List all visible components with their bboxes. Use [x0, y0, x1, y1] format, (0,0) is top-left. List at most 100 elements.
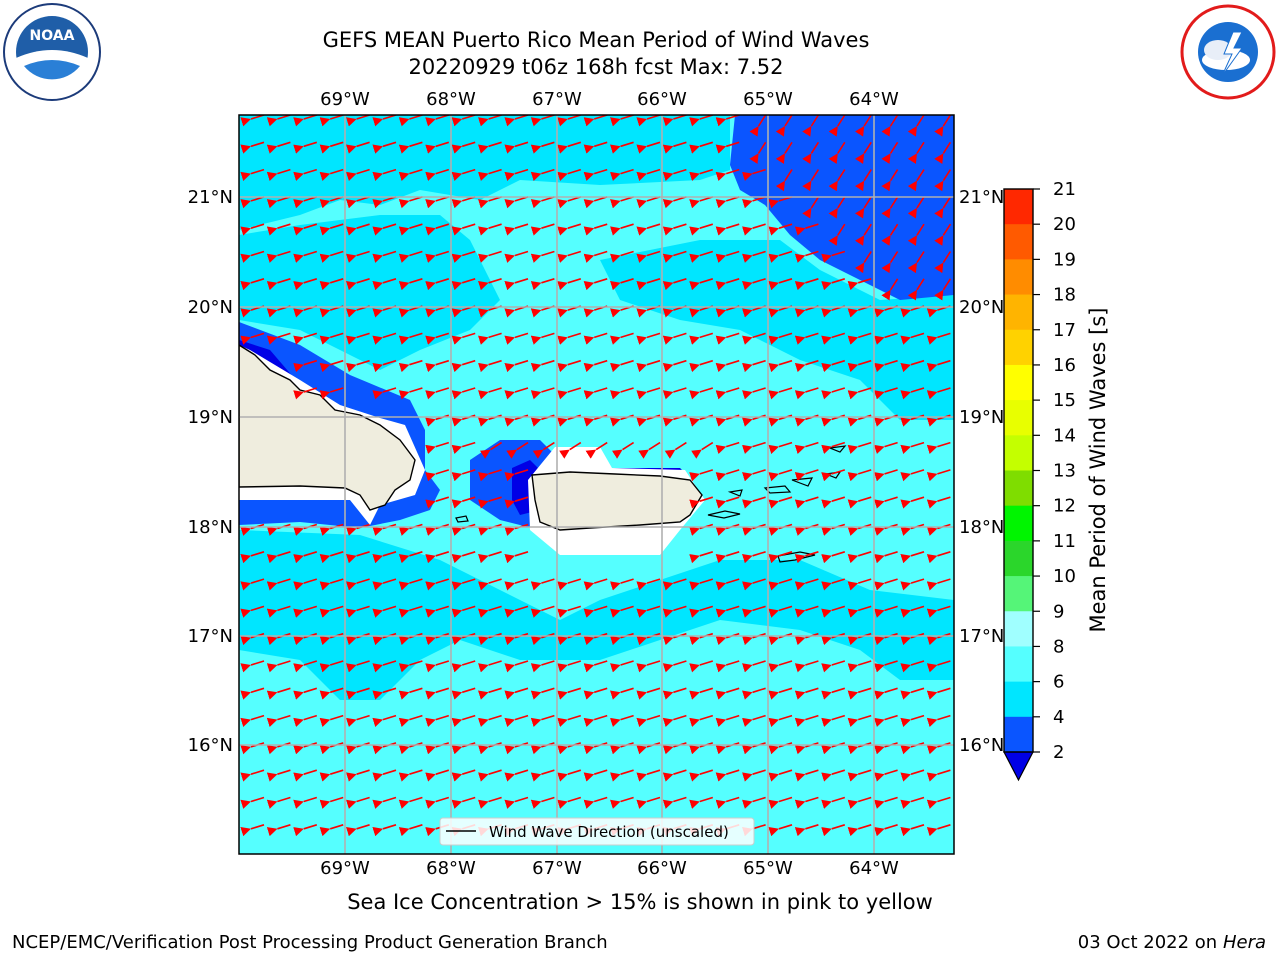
wind-vector-arrow — [900, 496, 925, 509]
wind-vector-arrow — [934, 141, 952, 164]
wind-vector-arrow — [293, 551, 318, 564]
wind-vector-arrow — [847, 824, 872, 837]
wind-vector-arrow — [451, 687, 476, 700]
wind-vector-arrow — [715, 714, 740, 728]
wind-vector-arrow — [478, 687, 502, 700]
colorbar-tick-label: 8 — [1053, 636, 1064, 657]
wind-vector-arrow — [451, 660, 476, 673]
wind-vector-arrow — [636, 223, 661, 236]
wind-vector-arrow — [664, 441, 687, 459]
wind-vector-arrow — [715, 578, 740, 591]
wind-vector-arrow — [742, 250, 766, 263]
wind-vector-arrow — [240, 687, 265, 700]
wind-vector-arrow — [478, 496, 502, 509]
wind-vector-arrow — [240, 824, 265, 837]
footer-credit: NCEP/EMC/Verification Post Processing Pr… — [12, 932, 608, 953]
wind-vector-arrow — [636, 168, 661, 182]
wind-vector-arrow — [775, 141, 793, 164]
wind-vector-arrow — [557, 168, 582, 182]
wind-vector-arrow — [425, 660, 450, 673]
wind-vector-arrow — [715, 223, 740, 236]
latitude-labels-left: 21°N 20°N 19°N 18°N 17°N 16°N — [188, 187, 233, 756]
wind-vector-arrow — [715, 687, 740, 700]
wind-vector-arrow — [742, 469, 766, 482]
wind-vector-arrow — [900, 714, 925, 728]
wind-vector-arrow — [742, 278, 766, 291]
wind-vector-arrow — [610, 605, 634, 618]
colorbar-swatch — [1004, 259, 1033, 296]
wind-vector-arrow — [451, 387, 476, 400]
wind-vector-arrow — [636, 387, 661, 400]
wind-vector-arrow — [828, 196, 846, 219]
wind-vector-arrow — [398, 769, 423, 782]
wind-vector-arrow — [907, 115, 925, 137]
latitude-label: 19°N — [188, 407, 233, 428]
wind-vector-arrow — [425, 769, 450, 782]
wind-vector-arrow — [900, 332, 925, 345]
wind-vector-arrow — [662, 687, 687, 700]
wind-vector-arrow — [828, 141, 846, 164]
wind-vector-arrow — [775, 115, 793, 137]
longitude-label: 65°W — [743, 89, 793, 110]
wind-vector-arrow — [530, 578, 555, 591]
wind-vector-arrow — [900, 769, 925, 782]
wind-vector-arrow — [293, 660, 318, 673]
wind-vector-arrow — [559, 441, 582, 459]
wind-vector-arrow — [398, 551, 423, 564]
wind-vector-arrow — [398, 332, 423, 345]
wind-vector-arrow — [821, 714, 846, 728]
wind-vector-arrow — [372, 141, 397, 154]
wind-vector-arrow — [451, 168, 476, 182]
wind-vector-arrow — [557, 714, 582, 728]
wind-vector-arrow — [293, 824, 318, 837]
nws-logo — [1180, 4, 1276, 100]
wind-vector-arrow — [821, 387, 846, 400]
colorbar-tick-label: 20 — [1053, 214, 1076, 235]
wind-vector-arrow — [689, 796, 714, 809]
wind-vector-arrow — [821, 469, 846, 482]
wind-vector-arrow — [794, 769, 819, 782]
wind-vector-arrow — [715, 769, 740, 782]
wind-vector-arrow — [240, 168, 265, 182]
wind-vector-arrow — [636, 660, 661, 673]
wind-vector-arrow — [240, 796, 265, 809]
wind-vector-arrow — [900, 578, 925, 591]
wind-vector-arrow — [425, 278, 450, 291]
wind-vector-arrow — [398, 278, 423, 291]
longitude-label: 68°W — [426, 89, 476, 110]
wind-vector-arrow — [266, 769, 291, 782]
wind-vector-arrow — [847, 496, 872, 509]
wind-vector-arrow — [451, 278, 476, 291]
wind-vector-arrow — [425, 714, 450, 728]
wind-vector-arrow — [926, 769, 951, 782]
wind-vector-arrow — [689, 578, 714, 591]
wind-vector-arrow — [583, 168, 608, 182]
wind-vector-arrow — [881, 169, 899, 192]
wind-vector-arrow — [530, 168, 555, 182]
wind-vector-arrow — [742, 687, 766, 700]
wind-vector-arrow — [478, 605, 502, 618]
wind-vector-arrow — [240, 714, 265, 728]
wind-vector-arrow — [557, 332, 582, 345]
wind-vector-arrow — [802, 141, 820, 164]
map-field — [239, 115, 954, 854]
wind-vector-arrow — [847, 551, 872, 564]
wind-vector-arrow — [425, 387, 450, 400]
wind-vector-arrow — [715, 250, 740, 263]
longitude-label: 69°W — [320, 89, 370, 110]
wind-vector-arrow — [451, 141, 476, 154]
wind-vector-arrow — [821, 359, 846, 373]
wind-vector-arrow — [504, 469, 529, 482]
wind-vector-arrow — [821, 278, 846, 291]
colorbar-under-arrow — [1003, 751, 1034, 782]
wind-vector-arrow — [821, 496, 846, 509]
wind-vector-arrow — [742, 441, 766, 455]
wind-vector-arrow — [398, 250, 423, 263]
colorbar-tick-label: 10 — [1053, 566, 1076, 587]
wind-vector-arrow — [478, 141, 502, 154]
wind-vector-arrow — [874, 496, 898, 509]
wind-vector-arrow — [715, 168, 740, 182]
wind-vector-arrow — [907, 141, 925, 164]
longitude-label: 68°W — [426, 858, 476, 879]
wind-vector-arrow — [557, 605, 582, 618]
